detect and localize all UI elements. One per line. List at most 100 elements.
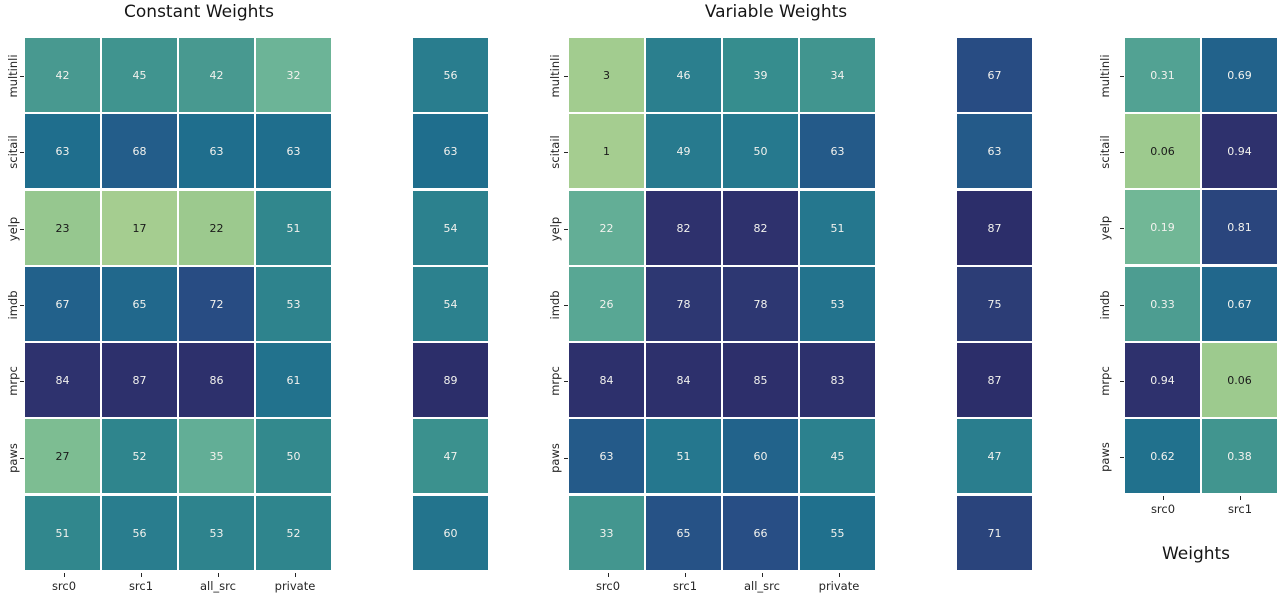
cell-value: 68 xyxy=(132,144,147,158)
heatmap-cell: 61 xyxy=(256,343,331,417)
cell-value: 87 xyxy=(132,373,147,387)
cell-value: 63 xyxy=(286,144,301,158)
cell-value: 65 xyxy=(132,297,147,311)
heatmap-cell: 65 xyxy=(646,496,721,570)
heatmap-cell: 27 xyxy=(25,419,100,493)
heatmap-cell: 63 xyxy=(800,114,875,188)
cell-value: 0.81 xyxy=(1227,220,1252,234)
y-tick-mark xyxy=(564,76,568,77)
heatmap-cell: 56 xyxy=(413,38,488,112)
col-label: src0 xyxy=(51,579,77,593)
col-label: src1 xyxy=(1227,502,1253,516)
y-tick-mark xyxy=(1120,228,1124,229)
cell-value: 60 xyxy=(753,449,768,463)
cell-value: 53 xyxy=(209,526,224,540)
heatmap-cell: 42 xyxy=(179,38,254,112)
cell-value: 78 xyxy=(753,297,768,311)
heatmap-cell: 87 xyxy=(102,343,177,417)
cell-value: 46 xyxy=(676,68,691,82)
heatmap-cell: 84 xyxy=(569,343,644,417)
heatmap-cell: 67 xyxy=(25,267,100,341)
heatmap-cell: 84 xyxy=(25,343,100,417)
cell-value: 84 xyxy=(55,373,70,387)
cell-value: 0.33 xyxy=(1150,297,1175,311)
cell-value: 45 xyxy=(830,449,845,463)
cell-value: 53 xyxy=(286,297,301,311)
heatmap-cell: 78 xyxy=(723,267,798,341)
cell-value: 50 xyxy=(286,449,301,463)
heatmap-cell: 83 xyxy=(800,343,875,417)
col-label: private xyxy=(274,579,316,593)
cell-value: 26 xyxy=(599,297,614,311)
x-tick-mark xyxy=(141,573,142,577)
y-tick-mark xyxy=(1120,76,1124,77)
x-tick-mark xyxy=(608,573,609,577)
heatmap-cell: 0.31 xyxy=(1125,38,1200,112)
heatmap-cell: 60 xyxy=(723,419,798,493)
heatmap-cell: 54 xyxy=(413,191,488,265)
heatmap-cell: 22 xyxy=(569,191,644,265)
col-label: src0 xyxy=(595,579,621,593)
cell-value: 52 xyxy=(286,526,301,540)
heatmap-cell: 45 xyxy=(800,419,875,493)
heatmap-cell: 32 xyxy=(256,38,331,112)
y-tick-mark xyxy=(564,458,568,459)
cell-value: 55 xyxy=(830,526,845,540)
cell-value: 47 xyxy=(443,449,458,463)
heatmap-cell: 63 xyxy=(256,114,331,188)
heatmap-cell: 50 xyxy=(256,419,331,493)
cell-value: 35 xyxy=(209,449,224,463)
x-tick-mark xyxy=(839,573,840,577)
y-tick-mark xyxy=(20,305,24,306)
heatmap-cell: 0.81 xyxy=(1202,190,1277,264)
cell-value: 1 xyxy=(603,144,610,158)
cell-value: 63 xyxy=(209,144,224,158)
y-tick-mark xyxy=(20,152,24,153)
heatmap-cell: 45 xyxy=(102,38,177,112)
heatmap-cell: 53 xyxy=(800,267,875,341)
heatmap-cell: 0.33 xyxy=(1125,267,1200,341)
cell-value: 84 xyxy=(599,373,614,387)
cell-value: 0.69 xyxy=(1227,68,1252,82)
cell-value: 45 xyxy=(132,68,147,82)
cell-value: 0.62 xyxy=(1150,449,1175,463)
cell-value: 52 xyxy=(132,449,147,463)
heatmap-cell: 87 xyxy=(957,191,1032,265)
cell-value: 0.31 xyxy=(1150,68,1175,82)
heatmap-cell: 0.38 xyxy=(1202,419,1277,493)
cell-value: 0.94 xyxy=(1227,144,1252,158)
cell-value: 82 xyxy=(676,221,691,235)
y-tick-mark xyxy=(20,76,24,77)
y-tick-mark xyxy=(1120,457,1124,458)
heatmap-cell: 0.94 xyxy=(1125,343,1200,417)
heatmap-cell: 52 xyxy=(102,419,177,493)
heatmap-cell: 82 xyxy=(723,191,798,265)
heatmap-cell: 55 xyxy=(800,496,875,570)
heatmap-cell: 54 xyxy=(413,267,488,341)
cell-value: 49 xyxy=(676,144,691,158)
heatmap-cell: 0.94 xyxy=(1202,114,1277,188)
heatmap-cell: 0.69 xyxy=(1202,38,1277,112)
heatmap-cell: 52 xyxy=(256,496,331,570)
cell-value: 56 xyxy=(132,526,147,540)
heatmap-cell: 39 xyxy=(723,38,798,112)
x-tick-mark xyxy=(64,573,65,577)
weights-title: Weights xyxy=(1161,544,1231,564)
heatmap-cell: 51 xyxy=(646,419,721,493)
row-label: paws xyxy=(548,443,562,473)
heatmap-cell: 35 xyxy=(179,419,254,493)
x-tick-mark xyxy=(295,573,296,577)
col-label: src1 xyxy=(128,579,154,593)
heatmap-cell: 46 xyxy=(646,38,721,112)
heatmap-cell: 23 xyxy=(25,191,100,265)
cell-value: 67 xyxy=(55,297,70,311)
heatmap-cell: 75 xyxy=(957,267,1032,341)
heatmap-cell: 53 xyxy=(256,267,331,341)
y-tick-mark xyxy=(20,229,24,230)
heatmap-cell: 34 xyxy=(800,38,875,112)
cell-value: 51 xyxy=(286,221,301,235)
heatmap-cell: 71 xyxy=(957,496,1032,570)
cell-value: 89 xyxy=(443,373,458,387)
heatmap-cell: 3 xyxy=(569,38,644,112)
